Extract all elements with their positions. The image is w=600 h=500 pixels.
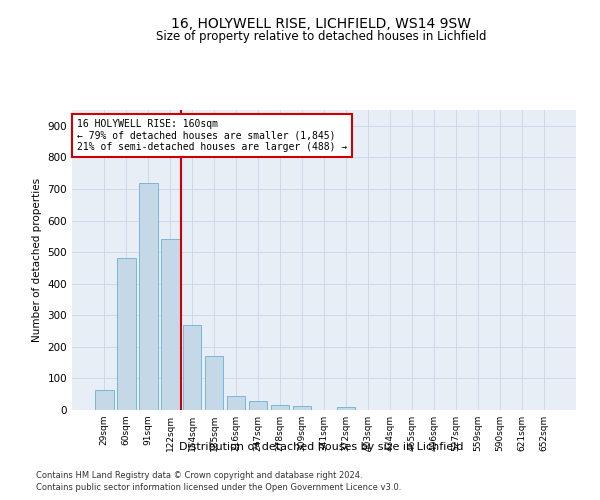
Text: Contains HM Land Registry data © Crown copyright and database right 2024.: Contains HM Land Registry data © Crown c…: [36, 471, 362, 480]
Text: Contains public sector information licensed under the Open Government Licence v3: Contains public sector information licen…: [36, 484, 401, 492]
Text: 16, HOLYWELL RISE, LICHFIELD, WS14 9SW: 16, HOLYWELL RISE, LICHFIELD, WS14 9SW: [171, 18, 471, 32]
Text: 16 HOLYWELL RISE: 160sqm
← 79% of detached houses are smaller (1,845)
21% of sem: 16 HOLYWELL RISE: 160sqm ← 79% of detach…: [77, 119, 347, 152]
Bar: [337, 408, 355, 410]
Bar: [249, 400, 268, 410]
Bar: [95, 390, 113, 410]
Text: Distribution of detached houses by size in Lichfield: Distribution of detached houses by size …: [179, 442, 463, 452]
Bar: [205, 356, 223, 410]
Bar: [227, 396, 245, 410]
Bar: [271, 406, 289, 410]
Bar: [161, 238, 179, 410]
Bar: [139, 182, 158, 410]
Bar: [293, 406, 311, 410]
Y-axis label: Number of detached properties: Number of detached properties: [32, 178, 42, 342]
Bar: [117, 258, 136, 410]
Text: Size of property relative to detached houses in Lichfield: Size of property relative to detached ho…: [156, 30, 486, 43]
Bar: [183, 324, 202, 410]
